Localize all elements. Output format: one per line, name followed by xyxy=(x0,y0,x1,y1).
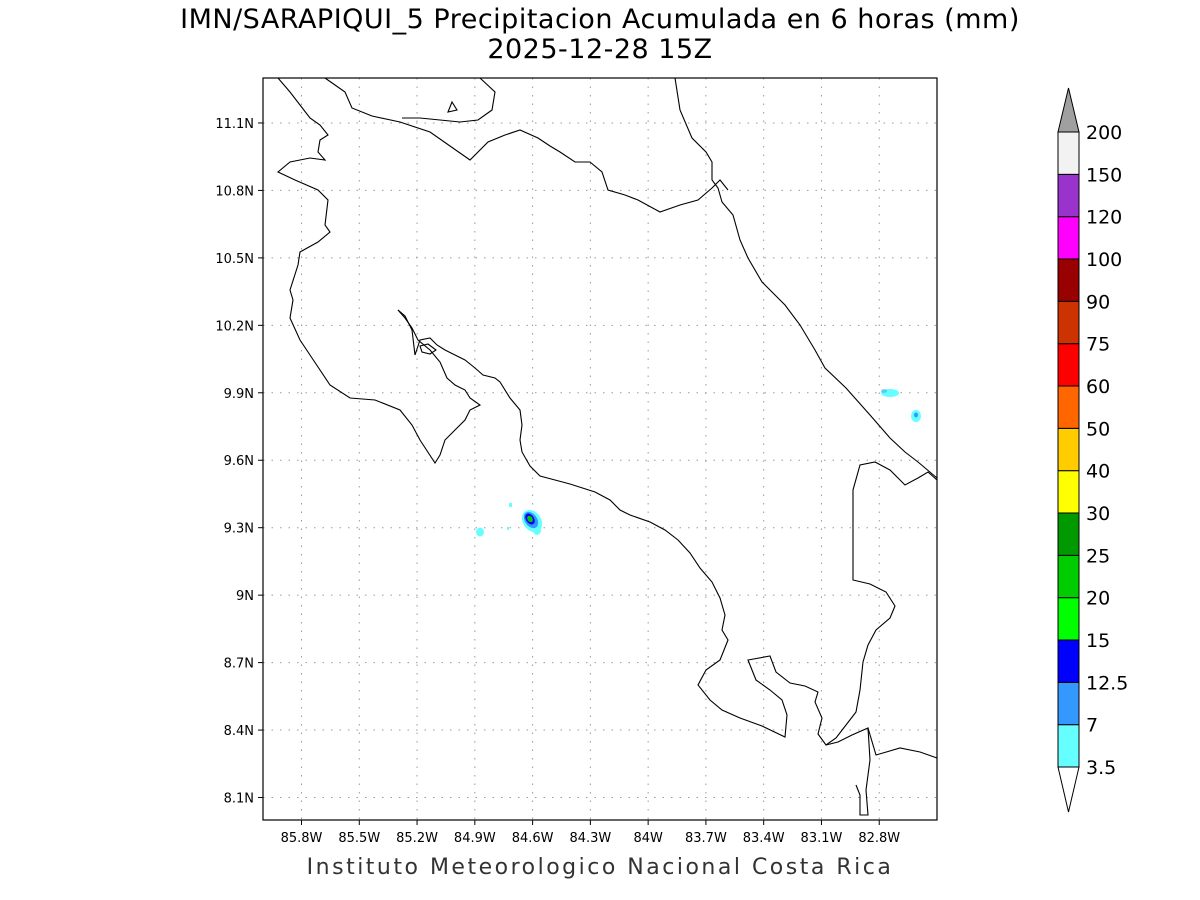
colorbar-over-arrow xyxy=(1057,87,1080,133)
pacific-coastline xyxy=(276,77,482,465)
colorbar-label: 25 xyxy=(1086,545,1110,567)
lat-tick-label: 8.1N xyxy=(224,792,254,807)
lon-tick-label: 83.7W xyxy=(685,831,727,846)
colorbar-swatch xyxy=(1057,512,1080,556)
lat-tick-label: 9.9N xyxy=(224,387,254,402)
colorbar-swatch xyxy=(1057,681,1080,726)
colorbar-swatch xyxy=(1057,131,1080,175)
lat-tick-label: 10.5N xyxy=(215,252,254,267)
colorbar-label: 90 xyxy=(1086,291,1110,313)
lon-tick-label: 85.8W xyxy=(281,831,323,846)
rain-cell xyxy=(507,527,509,530)
lat-tick-label: 9.3N xyxy=(224,522,254,537)
colorbar-label: 120 xyxy=(1086,207,1122,229)
lake-island xyxy=(447,100,458,113)
lat-tick-label: 9N xyxy=(236,589,254,604)
colorbar-swatch xyxy=(1057,427,1080,472)
graticule xyxy=(263,78,937,820)
colorbar-swatch xyxy=(1057,173,1080,218)
lon-tick-label: 84.3W xyxy=(569,831,611,846)
colorbar-swatch xyxy=(1057,258,1080,302)
colorbar-label: 3.5 xyxy=(1086,757,1116,779)
colorbar-under-arrow xyxy=(1057,766,1080,813)
burica-coastline xyxy=(825,727,871,816)
lat-tick-label: 10.2N xyxy=(215,319,254,334)
lon-axis: 85.8W 85.5W 85.2W 84.9W 84.6W 84.3W 84W 83.7W 83… xyxy=(281,820,900,846)
lat-tick-label: 8.4N xyxy=(224,724,254,739)
lat-tick-label: 10.8N xyxy=(215,184,254,199)
lat-tick-label: 8.7N xyxy=(224,657,254,672)
lon-tick-label: 83.1W xyxy=(801,831,843,846)
colorbar-label: 100 xyxy=(1086,249,1122,271)
rain-cell xyxy=(476,527,484,537)
colorbar-swatch xyxy=(1057,597,1080,641)
colorbar-swatch xyxy=(1057,470,1080,514)
colorbar-label: 7 xyxy=(1086,715,1098,737)
colorbar-label: 30 xyxy=(1086,503,1110,525)
nicaragua-border-line xyxy=(324,77,729,213)
lake-nicaragua-shore xyxy=(402,77,496,123)
footer-credit: Instituto Meteorologico Nacional Costa R… xyxy=(306,855,894,880)
coastlines xyxy=(276,77,938,816)
colorbar-label: 15 xyxy=(1086,630,1110,652)
colorbar-swatch xyxy=(1057,343,1080,387)
lon-tick-label: 84.9W xyxy=(454,831,496,846)
precipitation-field xyxy=(476,389,921,537)
lat-axis: 11.1N 10.8N 10.5N 10.2N 9.9N 9.6N 9.3N 9N 8.7N 8.… xyxy=(215,117,263,807)
map-frame xyxy=(262,77,938,821)
lon-tick-label: 85.5W xyxy=(338,831,380,846)
lat-tick-label: 11.1N xyxy=(215,117,254,132)
colorbar-swatch xyxy=(1057,639,1080,683)
rain-cell xyxy=(527,515,533,523)
colorbar-swatch xyxy=(1057,724,1080,768)
lon-tick-label: 82.8W xyxy=(858,831,900,846)
rain-cell xyxy=(881,389,887,393)
map-valid-time: 2025-12-28 15Z xyxy=(487,34,713,65)
lon-tick-label: 84W xyxy=(633,831,663,846)
colorbar-label: 150 xyxy=(1086,164,1122,186)
colorbar-swatch xyxy=(1057,554,1080,599)
lon-tick-label: 84.6W xyxy=(512,831,554,846)
colorbar-label: 75 xyxy=(1086,334,1110,356)
caribbean-coastline xyxy=(674,77,938,479)
colorbar-label: 20 xyxy=(1086,588,1110,610)
map-title: IMN/SARAPIQUI_5 Precipitacion Acumulada … xyxy=(180,4,1020,35)
lon-tick-label: 83.4W xyxy=(743,831,785,846)
colorbar-legend: 3.5 7 12.5 15 20 25 30 40 50 60 75 90 100 120 150 200 xyxy=(1057,87,1128,813)
colorbar-label: 50 xyxy=(1086,418,1110,440)
nicoya-gulf-coastline xyxy=(397,309,938,746)
rain-cell xyxy=(914,412,918,418)
lat-tick-label: 9.6N xyxy=(224,454,254,469)
colorbar-swatch xyxy=(1057,385,1080,429)
panama-coastline xyxy=(867,727,938,759)
colorbar-label: 60 xyxy=(1086,376,1110,398)
rain-cell xyxy=(509,503,512,507)
chira-island xyxy=(419,343,437,355)
lon-tick-label: 85.2W xyxy=(396,831,438,846)
colorbar-swatch xyxy=(1057,300,1080,345)
colorbar-label: 200 xyxy=(1086,122,1122,144)
colorbar-swatch xyxy=(1057,216,1080,260)
colorbar-label: 12.5 xyxy=(1086,672,1128,694)
colorbar-label: 40 xyxy=(1086,461,1110,483)
